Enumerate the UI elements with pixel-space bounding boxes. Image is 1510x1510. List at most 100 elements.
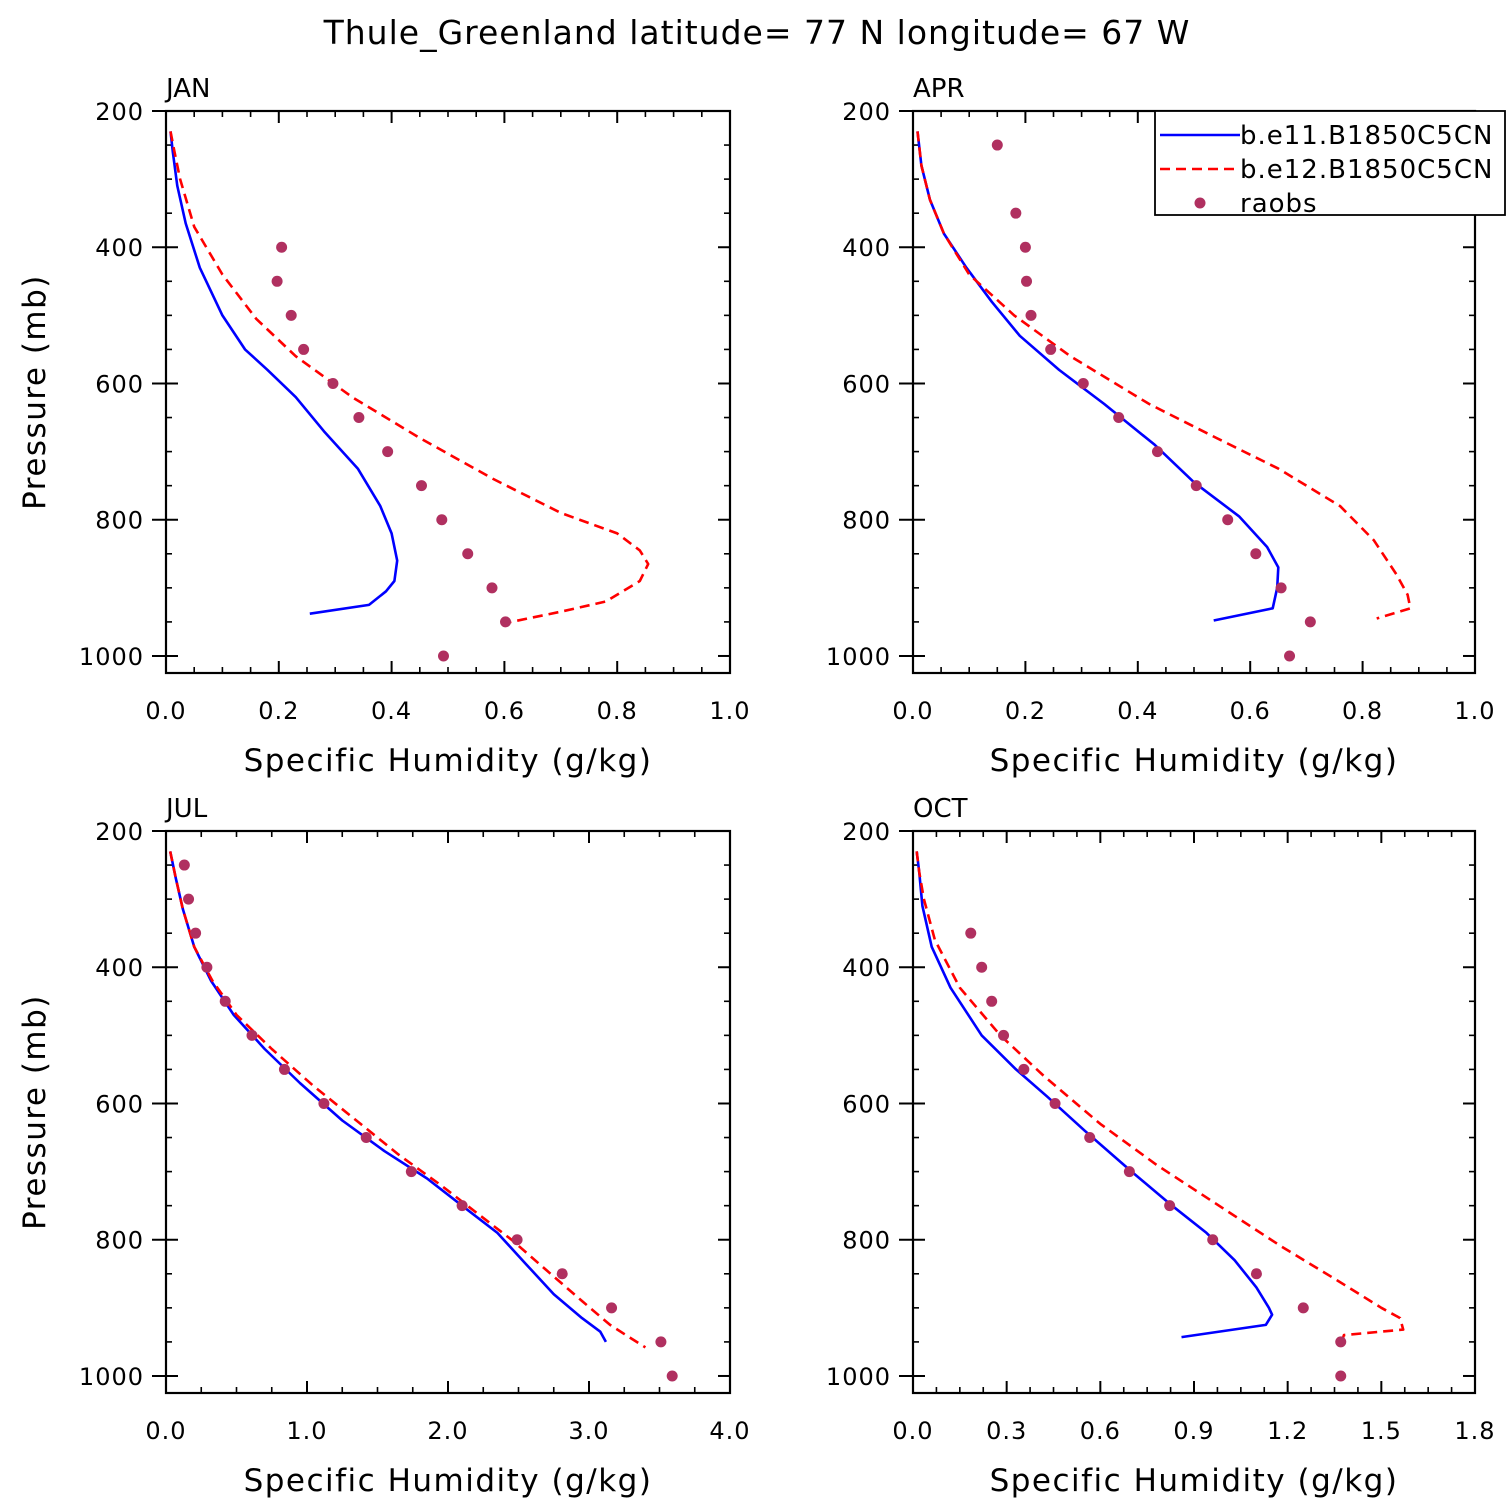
y-tick-label: 600 [95,370,144,398]
x-tick-label: 1.5 [1361,1417,1402,1445]
y-tick-label: 400 [95,954,144,982]
plot-frame [164,109,732,675]
y-tick-label: 1000 [79,643,144,671]
series-line-e12 [168,851,647,1349]
raobs-point [1284,650,1296,662]
raobs-point [1250,548,1262,560]
plot-frame [164,829,732,1395]
raobs-point [965,927,977,939]
raobs-point [1113,412,1125,424]
raobs-point [1049,1097,1061,1109]
x-tick-label: 1.2 [1267,1417,1308,1445]
raobs-point [1018,1063,1030,1075]
series-line-e12 [915,851,1405,1346]
figure-title: Thule_Greenland latitude= 77 N longitude… [323,13,1191,52]
y-tick-label: 800 [95,507,144,535]
raobs-point [436,514,448,526]
y-tick-label: 600 [842,1090,891,1118]
legend-box [1154,110,1506,216]
y-axis-label: Pressure (mb) [17,994,53,1230]
raobs-point [318,1097,330,1109]
x-tick-label: 0.9 [1173,1417,1214,1445]
y-tick-label: 400 [842,234,891,262]
series-line-e11 [168,851,608,1343]
x-tick-label: 3.0 [568,1417,609,1445]
panel-jan: JAN 0.0 0.2 0.4 0.6 0.8 1.0 200 400 600 800 1000 Spe… [17,74,750,779]
panel-label: APR [913,74,965,104]
raobs-point [298,343,310,355]
data-layer [168,851,678,1382]
y-tick-label: 1000 [826,643,891,671]
raobs-point [271,275,283,287]
raobs-point [1123,1166,1135,1178]
raobs-point [991,139,1003,151]
panel-label: OCT [913,794,968,824]
raobs-point [1077,377,1089,389]
x-tick-label: 0.6 [1080,1417,1121,1445]
raobs-point [178,859,190,871]
raobs-point [278,1063,290,1075]
x-axis-label: Specific Humidity (g/kg) [990,1463,1399,1499]
raobs-point [219,995,231,1007]
x-axis-label: Specific Humidity (g/kg) [244,743,653,779]
raobs-point [382,446,394,458]
x-tick-label: 0.8 [597,697,638,725]
raobs-point [655,1336,667,1348]
legend: b.e11.B1850C5CN b.e12.B1850C5CN raobs [1154,110,1506,219]
x-tick-label: 0.8 [1342,697,1383,725]
x-tick-label: 1.0 [286,1417,327,1445]
panel-jul: JUL 0.0 1.0 2.0 3.0 4.0 200 400 600 800 1000 Specif… [17,794,750,1499]
y-tick-label: 400 [95,234,144,262]
y-tick-label: 800 [95,1227,144,1255]
legend-label: raobs [1240,189,1318,219]
raobs-point [285,309,297,321]
plot-frame [911,829,1477,1395]
y-tick-label: 1000 [79,1363,144,1391]
x-axis-label: Specific Humidity (g/kg) [990,743,1399,779]
raobs-point [976,961,988,973]
raobs-point [1019,241,1031,253]
legend-marker-dot [1194,197,1206,209]
raobs-point [246,1029,258,1041]
legend-label: b.e11.B1850C5CN [1240,121,1493,151]
raobs-point [486,582,498,594]
raobs-point [1304,616,1316,628]
raobs-point [1207,1234,1219,1246]
x-tick-label: 1.0 [709,697,750,725]
x-tick-label: 0.4 [371,697,412,725]
panel-label: JAN [164,74,210,104]
raobs-point [500,616,512,628]
raobs-point [183,893,195,905]
y-tick-label: 200 [95,818,144,846]
raobs-point [986,995,998,1007]
series-line-e12 [916,131,1412,620]
y-axis-label: Pressure (mb) [17,274,53,510]
raobs-point [1084,1132,1096,1144]
x-tick-label: 0.0 [145,1417,186,1445]
raobs-point [360,1132,372,1144]
panel-label: JUL [164,794,208,824]
raobs-point [998,1029,1010,1041]
raobs-point [1151,446,1163,458]
x-tick-label: 0.0 [145,697,186,725]
raobs-point [1222,514,1234,526]
x-tick-label: 0.0 [892,697,933,725]
raobs-point [1275,582,1287,594]
raobs-point [276,241,288,253]
x-tick-label: 1.0 [1454,697,1495,725]
series-line-e11 [915,851,1274,1339]
series-line-e11 [916,131,1280,622]
y-tick-label: 200 [842,818,891,846]
raobs-point [437,650,449,662]
raobs-point [1335,1370,1347,1382]
series-line-e11 [169,131,399,615]
panel-apr: APR 0.0 0.2 0.4 0.6 0.8 1.0 200 400 600 800 1000 Spe… [826,74,1506,779]
raobs-point [1010,207,1022,219]
raobs-point [353,412,365,424]
raobs-point [511,1234,523,1246]
y-tick-label: 600 [95,1090,144,1118]
raobs-point [606,1302,618,1314]
y-tick-label: 800 [842,507,891,535]
raobs-point [327,377,339,389]
